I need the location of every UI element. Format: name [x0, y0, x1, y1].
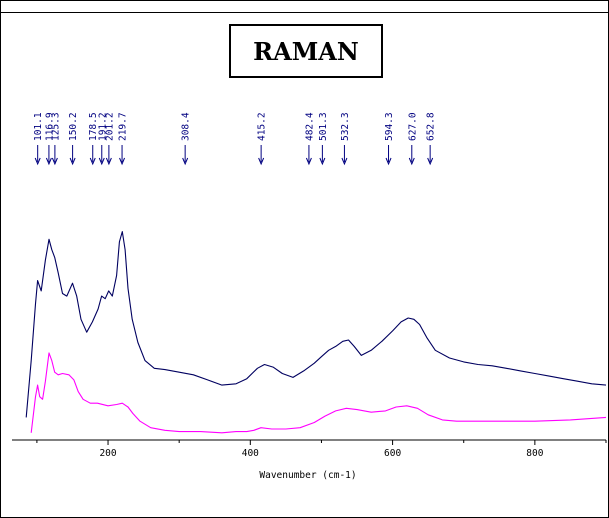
- peak-marker-415.2: 415.2: [257, 112, 268, 166]
- peak-label: 150.2: [68, 112, 79, 141]
- x-tick-label: 200: [99, 448, 116, 459]
- peak-label: 201.2: [104, 112, 115, 141]
- peak-label: 101.1: [33, 112, 44, 141]
- peak-label: 415.2: [257, 112, 268, 141]
- peak-arrow-head: [319, 157, 326, 166]
- spectrum-line-2: [30, 352, 607, 434]
- peak-arrow-head: [385, 157, 392, 166]
- peak-marker-201.2: 201.2: [104, 112, 115, 166]
- peak-marker-191.2: 191.2: [97, 112, 108, 166]
- peak-marker-627.0: 627.0: [407, 112, 418, 166]
- peak-marker-532.3: 532.3: [340, 112, 351, 166]
- peak-arrow-head: [69, 157, 76, 166]
- spectrum-line-1: [25, 231, 607, 418]
- peak-arrow-head: [408, 157, 415, 166]
- spectra-lines: [25, 231, 607, 434]
- peak-arrow-head: [258, 157, 265, 166]
- x-tick-label: 800: [526, 448, 543, 459]
- peak-marker-178.5: 178.5: [88, 112, 99, 166]
- peak-arrow-head: [105, 157, 112, 166]
- x-axis-ticks: 200 400 600 800: [36, 440, 607, 459]
- peak-label: 219.7: [118, 112, 129, 141]
- peak-marker-150.2: 150.2: [68, 112, 79, 166]
- x-axis-label: Wavenumber (cm-1): [259, 470, 356, 481]
- peak-arrow-head: [182, 157, 189, 166]
- peak-marker-308.4: 308.4: [181, 112, 192, 166]
- peak-arrow-head: [51, 157, 58, 166]
- peak-label: 125.3: [50, 112, 61, 141]
- peak-marker-116.9: 116.9: [44, 112, 55, 166]
- peak-arrow-head: [45, 157, 52, 166]
- peak-label: 308.4: [181, 112, 192, 141]
- peak-marker-594.3: 594.3: [384, 112, 395, 166]
- peak-label: 482.4: [304, 112, 315, 141]
- peak-label: 191.2: [97, 112, 108, 141]
- top-band: [1, 1, 608, 13]
- peak-label: 594.3: [384, 112, 395, 141]
- peak-marker-482.4: 482.4: [304, 112, 315, 166]
- peak-arrow-head: [119, 157, 126, 166]
- chart-title-box: RAMAN: [229, 24, 383, 78]
- peak-label: 501.3: [318, 112, 329, 141]
- chart-title: RAMAN: [253, 36, 359, 66]
- peak-arrow-head: [427, 157, 434, 166]
- peak-marker-501.3: 501.3: [318, 112, 329, 166]
- peak-label: 178.5: [88, 112, 99, 141]
- x-tick-label: 400: [242, 448, 259, 459]
- peak-arrow-head: [34, 157, 41, 166]
- peak-arrow-head: [89, 157, 96, 166]
- peak-marker-219.7: 219.7: [118, 112, 129, 166]
- peak-arrow-head: [305, 157, 312, 166]
- peak-arrow-head: [98, 157, 105, 166]
- peak-marker-101.1: 101.1: [33, 112, 44, 166]
- peak-marker-652.8: 652.8: [426, 112, 437, 166]
- peak-label: 532.3: [340, 112, 351, 141]
- peak-label: 116.9: [44, 112, 55, 141]
- peak-arrow-head: [341, 157, 348, 166]
- peak-label: 652.8: [426, 112, 437, 141]
- x-tick-label: 600: [384, 448, 401, 459]
- peak-label: 627.0: [407, 112, 418, 141]
- peak-marker-125.3: 125.3: [50, 112, 61, 166]
